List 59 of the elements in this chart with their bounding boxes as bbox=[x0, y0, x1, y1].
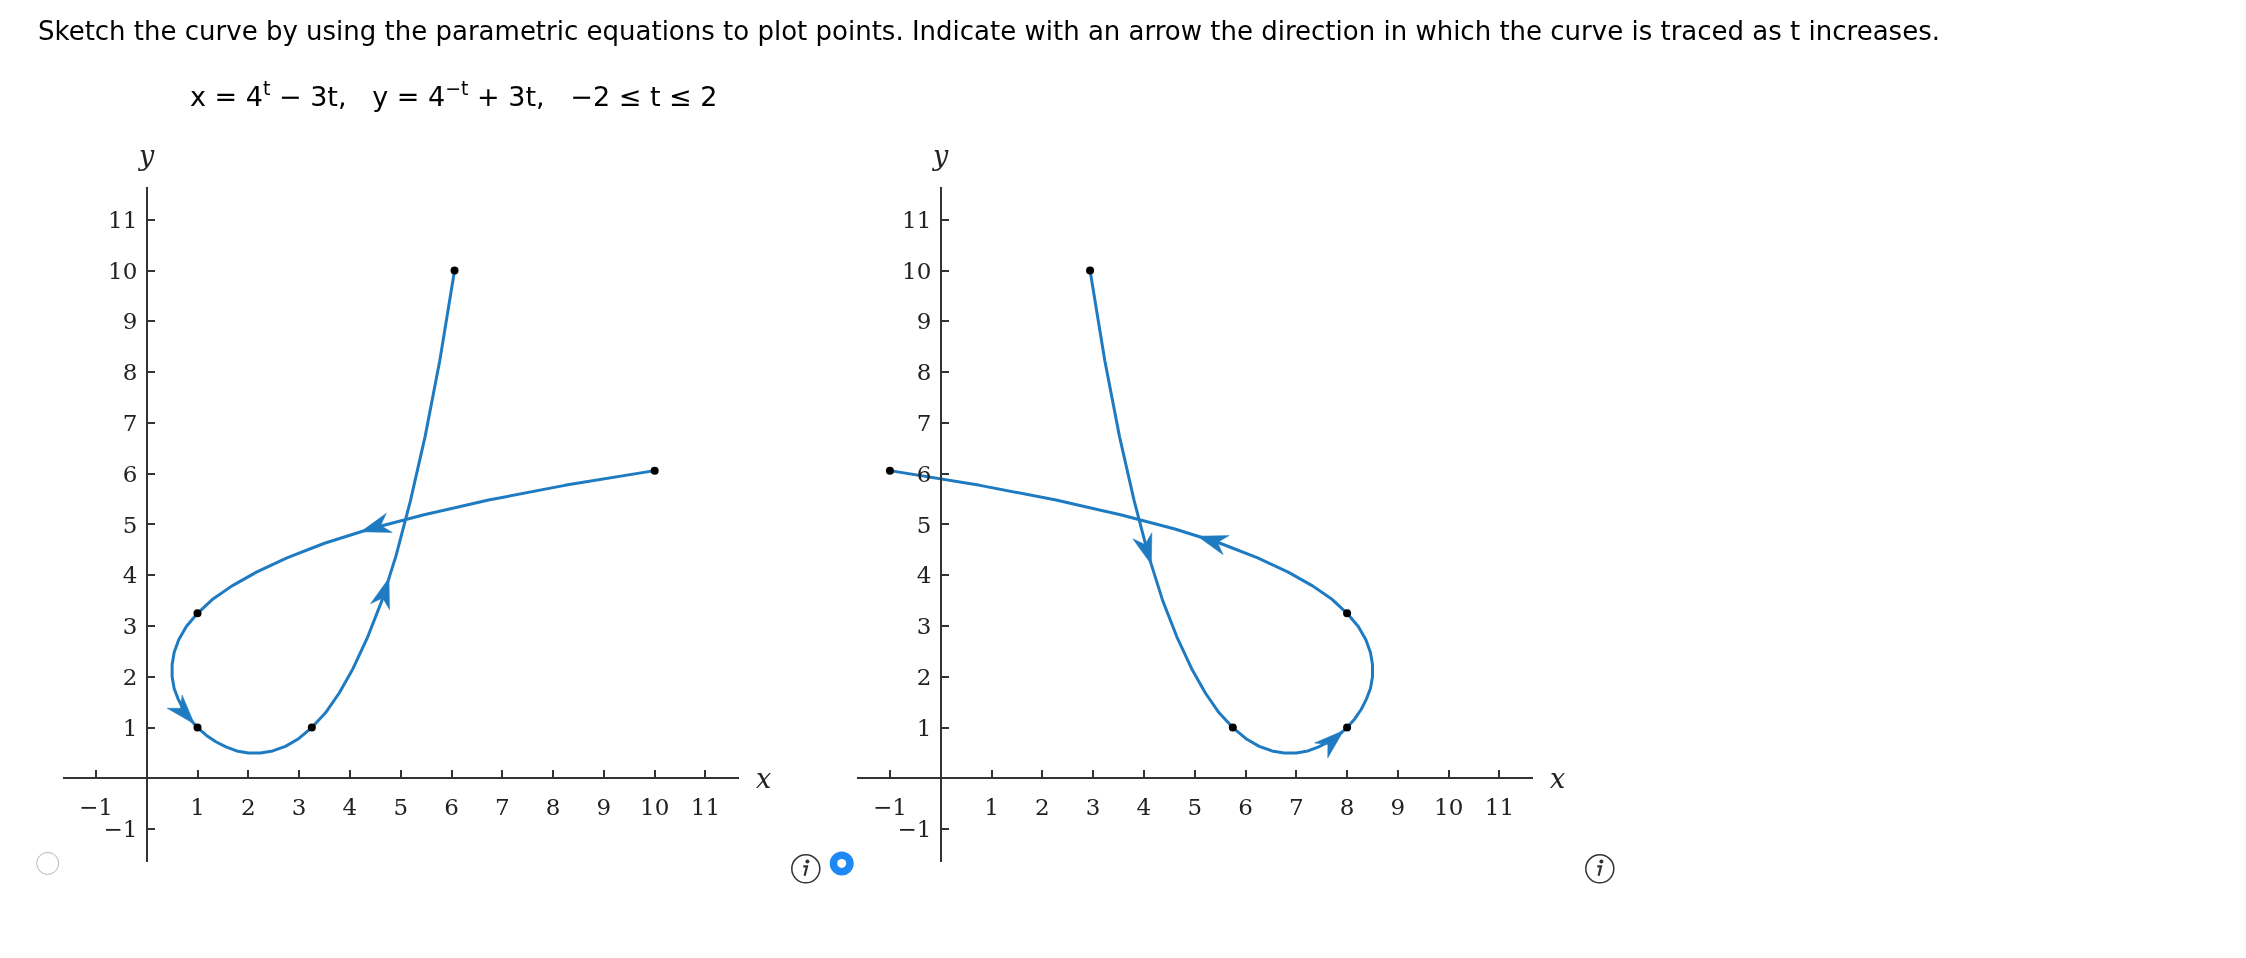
y-axis-title: y bbox=[138, 140, 155, 171]
point bbox=[885, 466, 894, 475]
y-tick-label: 11 bbox=[902, 206, 932, 233]
y-tick-label: 4 bbox=[122, 562, 138, 589]
x-tick-label: 10 bbox=[1434, 793, 1464, 820]
point bbox=[1343, 609, 1352, 618]
point bbox=[1228, 723, 1237, 732]
x-tick-label: 1 bbox=[190, 793, 205, 820]
x-tick-label: 7 bbox=[1288, 793, 1304, 820]
x-axis-title: x bbox=[1550, 763, 1566, 794]
x-tick-label: 3 bbox=[1085, 793, 1101, 820]
y-tick-label: 3 bbox=[916, 613, 932, 640]
y-tick-label: 7 bbox=[916, 409, 932, 436]
y-tick-label: 6 bbox=[122, 460, 138, 487]
y-axis-title: y bbox=[932, 140, 949, 171]
x-tick-label: 1 bbox=[984, 793, 999, 820]
point bbox=[307, 723, 316, 732]
y-tick-label: 2 bbox=[122, 663, 138, 690]
y-tick-label: 5 bbox=[122, 511, 138, 538]
y-tick-label: 3 bbox=[122, 613, 138, 640]
text: Sketch the curve by using the parametric equations to plot points. Indicate with an arrow the direction in which the curve is traced as t increases. bbox=[38, 16, 1940, 46]
point bbox=[1343, 723, 1352, 732]
y-tick-label: 5 bbox=[916, 511, 932, 538]
y-tick-label: 4 bbox=[916, 562, 932, 589]
y-tick-label: 9 bbox=[916, 308, 932, 335]
x-tick-label: 10 bbox=[640, 793, 670, 820]
x-tick-label: 3 bbox=[291, 793, 307, 820]
y-tick-label: 8 bbox=[122, 359, 138, 386]
x-tick-label: 4 bbox=[1136, 793, 1152, 820]
y-tick-label: 1 bbox=[122, 714, 138, 741]
y-tick-label: 7 bbox=[122, 409, 138, 436]
x-tick-label: 9 bbox=[596, 793, 612, 820]
x-tick-label: 7 bbox=[494, 793, 510, 820]
y-tick-label: 8 bbox=[916, 359, 932, 386]
x-tick-label: 11 bbox=[690, 793, 721, 820]
x-tick-label: 11 bbox=[1484, 793, 1515, 820]
chart-subtitle: x = 4$^{t}$ − 3t, y = 4$^{−t}$ + 3t, −2 ≤ t ≤ 2 bbox=[190, 77, 718, 113]
x-tick-label: 2 bbox=[1034, 793, 1050, 820]
point bbox=[193, 723, 202, 732]
y-tick-label: 2 bbox=[916, 663, 932, 690]
point bbox=[450, 266, 459, 275]
x-tick-label: 8 bbox=[1339, 793, 1355, 820]
point bbox=[650, 466, 659, 475]
y-tick-label: 9 bbox=[122, 308, 138, 335]
y-tick-label: 10 bbox=[902, 257, 932, 284]
y-tick-label: 10 bbox=[108, 257, 138, 284]
point bbox=[1086, 266, 1095, 275]
y-tick-label: 1 bbox=[916, 714, 932, 741]
x-tick-label: 6 bbox=[444, 793, 459, 820]
x-tick-label: 2 bbox=[240, 793, 256, 820]
x-tick-label: 6 bbox=[1238, 793, 1253, 820]
x-tick-label: 9 bbox=[1390, 793, 1406, 820]
x-tick-label: 8 bbox=[545, 793, 561, 820]
x-tick-label: 5 bbox=[1187, 793, 1203, 820]
y-tick-label: 11 bbox=[108, 206, 138, 233]
point bbox=[193, 609, 202, 618]
x-axis-title: x bbox=[756, 763, 772, 794]
x-tick-label: 5 bbox=[393, 793, 409, 820]
x-tick-label: 4 bbox=[342, 793, 358, 820]
